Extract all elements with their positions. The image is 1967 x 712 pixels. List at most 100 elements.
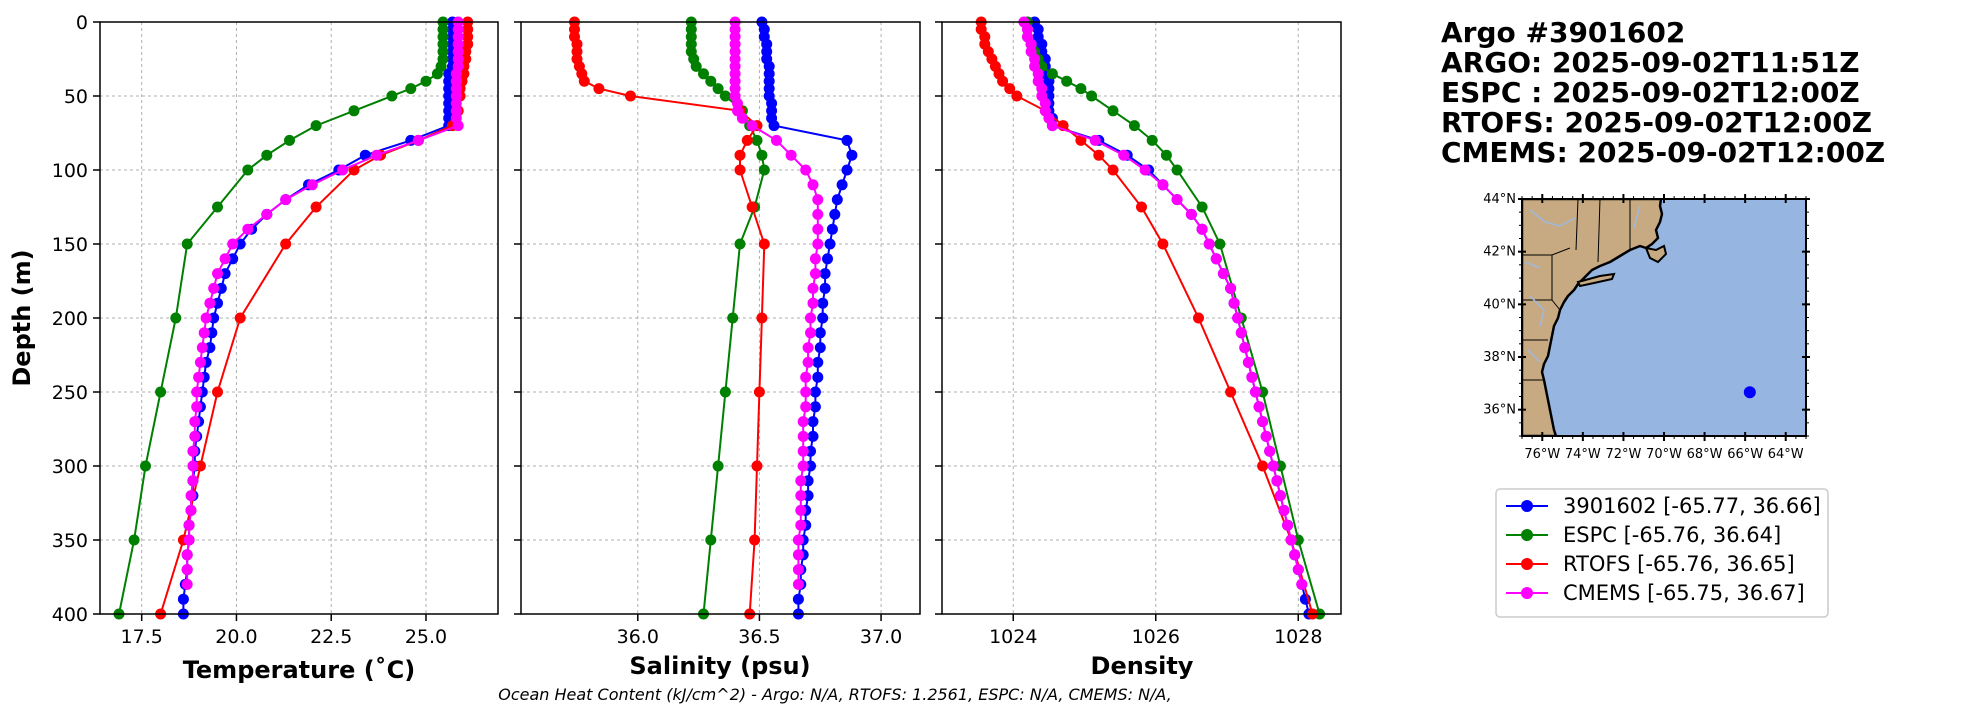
temperature-point-3901602 xyxy=(212,297,223,309)
density-point-cmems xyxy=(1289,549,1301,561)
salinity-x-ticks: 36.0 36.5 37.0 xyxy=(617,614,902,648)
density-point-rtofs xyxy=(1004,83,1016,95)
salinity-point-cmems xyxy=(802,356,814,368)
legend-swatch-marker xyxy=(1521,558,1533,570)
temperature-point-cmems xyxy=(261,208,273,220)
map-rivers xyxy=(1524,205,1641,363)
temperature-point-espc xyxy=(212,201,223,213)
temperature-point-rtofs xyxy=(310,201,322,213)
salinity-point-espc xyxy=(751,134,763,146)
map-lon-label: 70°W xyxy=(1646,447,1682,462)
salinity-point-cmems xyxy=(812,223,824,235)
temperature-point-cmems xyxy=(183,519,195,531)
temperature-xtick-label: 22.5 xyxy=(310,626,352,648)
temperature-point-espc xyxy=(310,120,322,132)
salinity-point-rtofs xyxy=(593,83,605,95)
title-rtofs-time: RTOFS: 2025-09-02T12:00Z xyxy=(1441,106,1872,139)
map-lon-label: 66°W xyxy=(1727,447,1763,462)
salinity-grid xyxy=(521,21,920,615)
map-lat-label: 42°N xyxy=(1483,245,1516,260)
salinity-point-rtofs xyxy=(746,201,758,213)
temperature-point-espc xyxy=(155,386,167,398)
temperature-point-cmems xyxy=(185,504,197,516)
density-xtick-label: 1026 xyxy=(1132,626,1180,648)
temperature-point-espc xyxy=(405,83,417,95)
map-long-island xyxy=(1576,272,1616,288)
salinity-point-cmems xyxy=(800,371,812,383)
salinity-point-cmems xyxy=(792,549,804,561)
temperature-point-cmems xyxy=(185,490,197,502)
temperature-point-3901602 xyxy=(208,312,220,324)
density-xtick-label: 1028 xyxy=(1274,626,1322,648)
depth-tick-label: 250 xyxy=(52,382,88,404)
salinity-point-3901602 xyxy=(807,416,819,428)
map-cape-cod xyxy=(1644,244,1668,264)
temperature-point-3901602 xyxy=(227,253,239,265)
depth-tick-label: 50 xyxy=(64,86,88,108)
density-point-espc xyxy=(1061,75,1073,87)
salinity-point-cmems xyxy=(807,282,819,294)
map-land xyxy=(1522,199,1664,436)
salinity-point-3901602 xyxy=(812,371,824,383)
location-map: 44°N 42°N 40°N 38°N 36°N 76°W 74°W 72°W 70°W 68°… xyxy=(1483,192,1810,462)
density-point-cmems xyxy=(1285,534,1297,546)
temperature-point-cmems xyxy=(189,416,201,428)
map-state-borders xyxy=(1522,199,1631,381)
density-point-cmems xyxy=(1171,194,1183,206)
salinity-point-espc xyxy=(705,75,717,87)
density-point-rtofs xyxy=(1257,460,1269,472)
density-point-cmems xyxy=(1232,312,1244,324)
temperature-point-espc xyxy=(128,534,140,546)
salinity-point-cmems xyxy=(807,297,819,309)
salinity-point-cmems xyxy=(792,534,804,546)
salinity-point-3901602 xyxy=(812,356,824,368)
temperature-point-cmems xyxy=(181,564,193,576)
salinity-point-3901602 xyxy=(768,120,780,132)
salinity-point-rtofs xyxy=(734,164,746,176)
salinity-point-3901602 xyxy=(846,149,858,161)
temperature-series xyxy=(113,16,474,620)
legend-entry-label: 3901602 [-65.77, 36.66] xyxy=(1563,494,1821,518)
legend-entry-label: RTOFS [-65.76, 36.65] xyxy=(1563,552,1795,576)
map-lat-label: 38°N xyxy=(1483,350,1516,365)
density-point-rtofs xyxy=(1225,386,1237,398)
title-cmems-time: CMEMS: 2025-09-02T12:00Z xyxy=(1441,136,1885,169)
salinity-point-rtofs xyxy=(758,238,770,250)
depth-tick-label: 100 xyxy=(52,160,88,182)
salinity-point-cmems xyxy=(795,475,807,487)
density-x-label: Density xyxy=(1091,652,1194,680)
salinity-point-cmems xyxy=(785,149,797,161)
map-ticks xyxy=(1518,194,1810,441)
temperature-point-espc xyxy=(242,164,254,176)
salinity-point-rtofs xyxy=(749,534,761,546)
temperature-point-cmems xyxy=(194,356,206,368)
salinity-point-cmems xyxy=(746,120,758,132)
salinity-point-3901602 xyxy=(807,430,819,442)
depth-tick-label: 350 xyxy=(52,530,88,552)
density-point-cmems xyxy=(1118,149,1130,161)
salinity-point-cmems xyxy=(795,504,807,516)
density-point-espc xyxy=(1160,149,1172,161)
temperature-point-rtofs xyxy=(234,312,246,324)
temperature-xtick-label: 17.5 xyxy=(121,626,163,648)
salinity-point-3901602 xyxy=(826,223,838,235)
map-lat-label: 44°N xyxy=(1483,192,1516,207)
density-point-rtofs xyxy=(1093,149,1105,161)
density-point-cmems xyxy=(1089,134,1101,146)
temperature-point-espc xyxy=(140,460,151,472)
temperature-point-cmems xyxy=(196,342,208,354)
density-point-cmems xyxy=(1292,564,1304,576)
salinity-point-cmems xyxy=(805,327,816,339)
density-point-espc xyxy=(1146,134,1158,146)
salinity-point-espc xyxy=(756,149,768,161)
salinity-point-cmems xyxy=(802,342,814,354)
density-y-tickmarks xyxy=(935,21,942,615)
depth-tick-label: 200 xyxy=(52,308,88,330)
map-lat-labels: 44°N 42°N 40°N 38°N 36°N xyxy=(1483,192,1516,418)
salinity-point-3901602 xyxy=(824,238,836,250)
temperature-point-3901602 xyxy=(215,282,227,294)
depth-y-ticks: 0 50 100 150 200 250 300 350 400 xyxy=(52,12,100,626)
density-point-cmems xyxy=(1046,120,1058,132)
salinity-xtick-label: 36.5 xyxy=(738,626,780,648)
temperature-point-espc xyxy=(386,90,398,102)
